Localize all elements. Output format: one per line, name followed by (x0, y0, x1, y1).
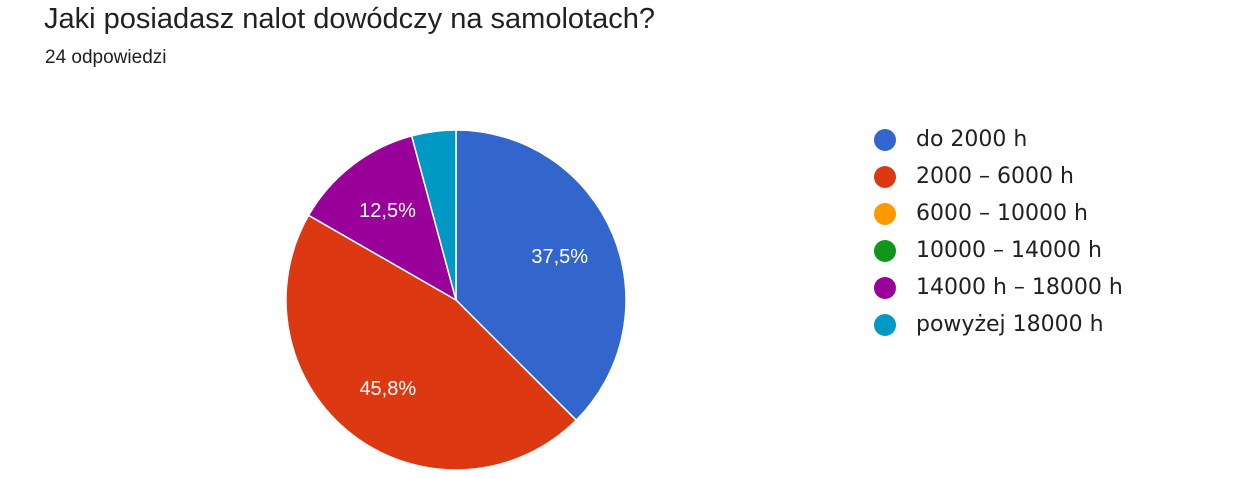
legend-label: 2000 – 6000 h (916, 164, 1074, 189)
pie-slice-label-0: 37,5% (531, 246, 588, 268)
legend-item-4[interactable]: 14000 h – 18000 h (874, 269, 1123, 306)
legend-swatch-circle-icon (874, 313, 896, 336)
pie-slice-4 (307, 135, 457, 301)
legend-item-0[interactable]: do 2000 h (874, 121, 1123, 158)
chart-title: Jaki posiadasz nalot dowódczy na samolot… (44, 3, 655, 35)
legend-label: powyżej 18000 h (916, 312, 1104, 337)
legend-swatch-circle-icon (874, 202, 896, 225)
pie-slice-labels: 37,5% 45,8% 12,5% (359, 200, 588, 400)
legend-swatch-circle-icon (874, 239, 896, 262)
pie-slices (285, 129, 627, 471)
legend-item-5[interactable]: powyżej 18000 h (874, 306, 1123, 343)
pie-slice-label-4: 12,5% (359, 200, 416, 222)
legend-swatch-circle-icon (874, 276, 896, 299)
pie-slice-5 (410, 129, 457, 301)
legend-swatch-circle-icon (874, 165, 896, 188)
pie-slice-0 (455, 129, 627, 421)
response-count: 24 odpowiedzi (45, 47, 167, 68)
legend-item-1[interactable]: 2000 – 6000 h (874, 158, 1123, 195)
legend-label: 10000 – 14000 h (916, 238, 1102, 263)
legend-label: do 2000 h (916, 127, 1028, 152)
legend-swatch-circle-icon (874, 128, 896, 151)
pie-slice-1 (285, 214, 577, 471)
legend-item-2[interactable]: 6000 – 10000 h (874, 195, 1123, 232)
legend-label: 14000 h – 18000 h (916, 275, 1123, 300)
legend-label: 6000 – 10000 h (916, 201, 1088, 226)
chart-legend: do 2000 h 2000 – 6000 h 6000 – 10000 h 1000… (874, 121, 1123, 343)
pie-slice-label-1: 45,8% (359, 378, 416, 400)
legend-item-3[interactable]: 10000 – 14000 h (874, 232, 1123, 269)
